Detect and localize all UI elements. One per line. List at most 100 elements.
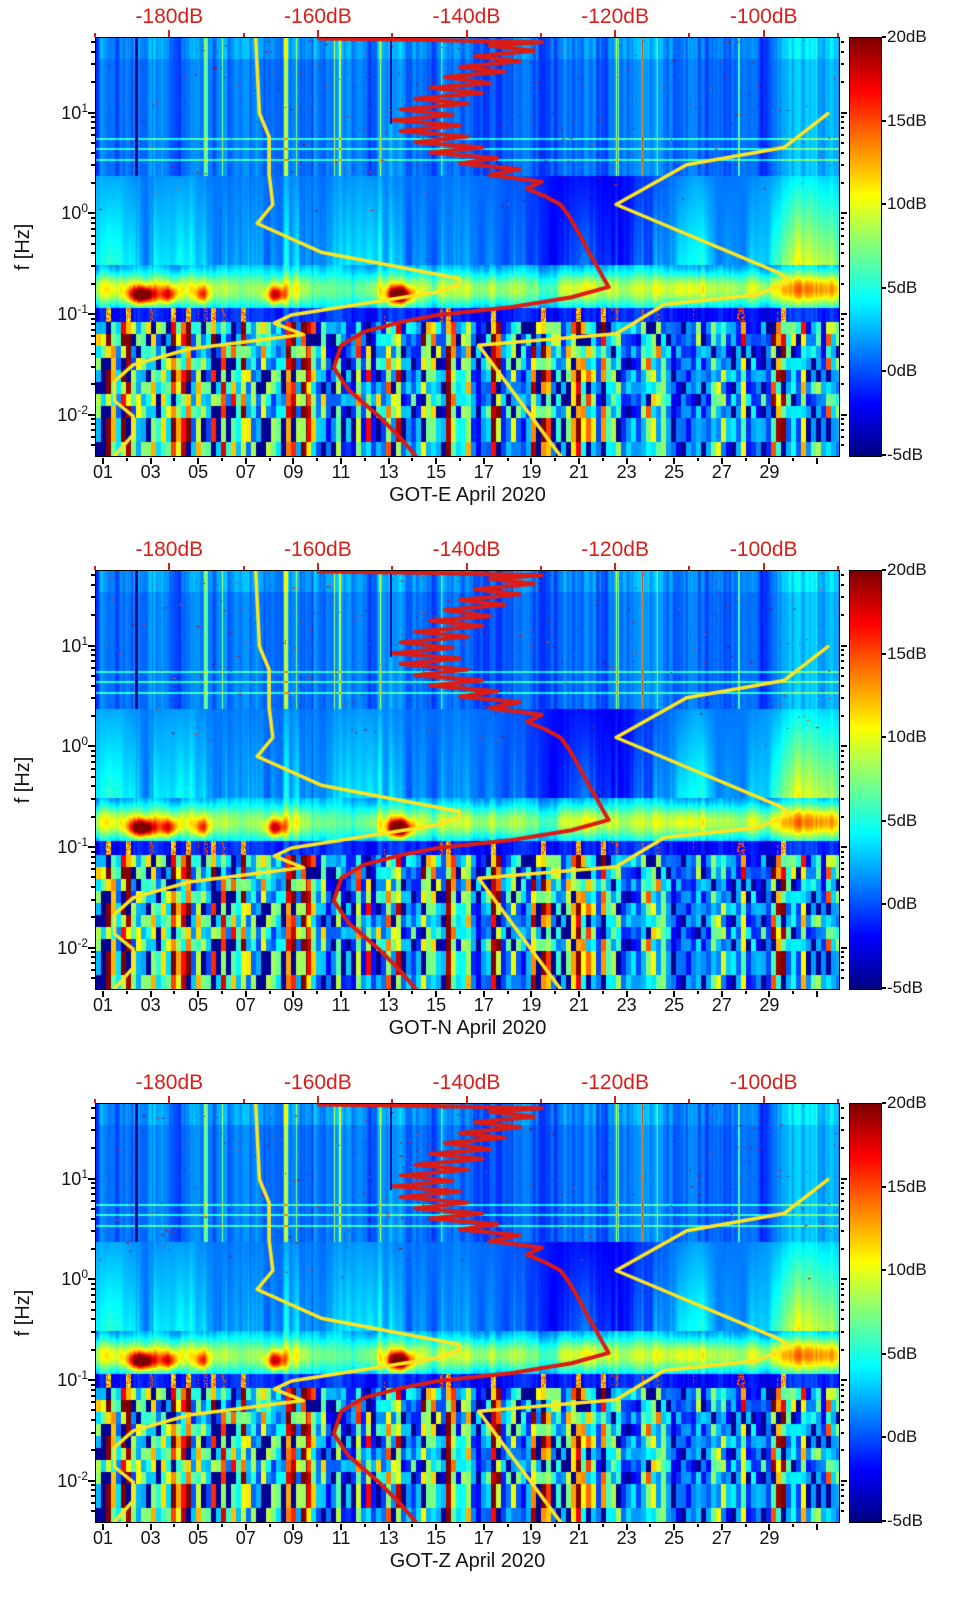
y-axis-tick-mark-right (841, 227, 844, 230)
x-axis-tick-mark (125, 1524, 128, 1527)
y-axis-tick-mark (91, 666, 95, 669)
x-axis-tick-label: 17 (473, 995, 494, 1015)
x-axis-tick-mark (459, 458, 461, 461)
x-axis-tick-mark (363, 458, 366, 461)
y-axis-tick-mark (91, 951, 95, 954)
x-axis-tick-mark (482, 991, 485, 997)
x-axis-tick-mark (768, 1524, 771, 1530)
y-axis-tick-mark (91, 216, 95, 219)
y-axis-tick-mark-right (841, 1419, 844, 1422)
x-axis-tick-mark (697, 991, 699, 994)
y-axis-tick-mark-right (841, 969, 844, 972)
y-axis-tick-mark-right (841, 1187, 844, 1190)
y-axis-tick-mark (91, 141, 95, 144)
y-axis-tick-label: 101 (61, 100, 88, 123)
x-axis-tick-label: 13 (378, 995, 399, 1015)
y-axis-tick-mark-right (841, 1495, 844, 1498)
y-axis-tick-mark-right (841, 684, 844, 687)
x-axis-tick-mark (149, 991, 152, 997)
y-axis-tick-mark (88, 745, 95, 748)
y-axis-tick-mark (91, 322, 95, 325)
x-axis-tick-mark (720, 991, 723, 997)
y-axis-tick-mark (91, 855, 95, 858)
top-axis-tick-label: -160dB (284, 5, 352, 28)
y-axis-tick-mark-right (841, 886, 844, 889)
x-axis-tick-mark (744, 1524, 747, 1527)
y-axis-label: f [Hz] (12, 756, 34, 804)
top-axis-tick-mark (242, 566, 245, 570)
colorbar-tick-label: 0dB (887, 1427, 918, 1447)
y-axis-tick-mark-right (841, 312, 847, 315)
x-axis-tick-label: 17 (473, 1528, 494, 1548)
y-axis-tick-mark-right (841, 322, 844, 325)
x-axis-tick-mark (316, 1524, 319, 1527)
y-axis-tick-mark-right (841, 63, 844, 66)
y-axis-tick-mark (91, 444, 95, 447)
x-axis-tick-label: 25 (664, 1528, 685, 1548)
colorbar-tick-label: 5dB (887, 277, 918, 297)
top-axis-tick-label: -140dB (432, 1071, 501, 1094)
y-axis-tick-mark (91, 127, 95, 130)
top-axis-tick-mark (465, 563, 468, 570)
y-axis-tick-mark (91, 868, 95, 871)
x-axis-tick-label: 23 (616, 1528, 637, 1548)
y-axis-tick-mark (91, 1116, 95, 1119)
y-axis-tick-mark-right (841, 444, 844, 447)
y-axis-tick-mark-right (841, 614, 844, 617)
x-axis-tick-mark (816, 458, 818, 464)
y-axis-label: f [Hz] (12, 1289, 34, 1337)
y-axis-tick-mark (91, 684, 95, 687)
x-axis-tick-mark (673, 991, 676, 997)
y-axis-tick-mark-right (841, 1282, 844, 1285)
x-axis-tick-label: 13 (378, 462, 399, 482)
x-axis-tick-label: 21 (568, 1528, 590, 1548)
colorbar-canvas (849, 1103, 882, 1523)
y-axis-tick-mark (88, 644, 95, 647)
top-axis-tick-mark (837, 1099, 839, 1103)
y-axis-tick-mark (91, 335, 95, 338)
x-axis-tick-label: 15 (426, 1528, 447, 1548)
y-axis-tick-mark (91, 1383, 95, 1386)
colorbar-tick-mark (882, 652, 886, 655)
y-axis-tick-mark-right (841, 876, 844, 879)
y-axis-tick-mark (91, 1187, 95, 1190)
y-axis-tick-mark-right (841, 282, 844, 285)
y-axis-tick-mark (91, 674, 95, 677)
x-axis-tick-mark (102, 458, 104, 464)
top-axis-tick-label: -180dB (135, 538, 204, 561)
y-axis-tick-mark (91, 1401, 95, 1404)
y-axis-tick-mark-right (841, 596, 844, 599)
top-axis-tick-mark (465, 30, 468, 37)
colorbar-tick-mark (882, 36, 886, 38)
y-axis-tick-mark (91, 81, 95, 84)
y-axis-tick-mark (91, 1282, 95, 1285)
y-axis-tick-mark (91, 164, 95, 167)
top-axis-tick-mark (465, 1096, 468, 1103)
x-axis-tick-mark (268, 1524, 271, 1527)
y-axis-tick-mark-right (841, 216, 844, 219)
y-axis-tick-mark-right (841, 1348, 844, 1351)
y-axis-tick-mark-right (841, 649, 844, 652)
top-axis-tick-label: -100dB (729, 1071, 798, 1094)
y-axis-tick-mark (91, 1300, 95, 1303)
y-axis-tick-mark-right (841, 697, 844, 700)
colorbar-tick-mark (882, 1436, 886, 1439)
y-axis-tick-mark (91, 1182, 95, 1185)
y-axis-tick-mark (91, 1318, 95, 1321)
top-axis-tick-mark (837, 33, 839, 37)
x-axis-tick-label: 19 (521, 462, 542, 482)
y-axis-tick-mark-right (841, 861, 844, 864)
y-axis-tick-mark-right (841, 916, 844, 919)
y-axis-tick-label: 10-2 (57, 402, 88, 425)
y-axis-tick-mark (91, 252, 95, 255)
colorbar-tick-mark (882, 987, 886, 989)
y-axis-tick-mark (91, 1489, 95, 1492)
y-axis-tick-mark-right (841, 962, 844, 965)
y-axis-tick-mark-right (841, 1217, 844, 1220)
x-axis-tick-mark (625, 1524, 628, 1530)
y-axis-tick-mark (88, 845, 95, 848)
top-axis-tick-mark (539, 566, 542, 570)
x-axis-tick-mark (363, 991, 366, 994)
y-axis-tick-mark (91, 876, 95, 879)
x-axis-tick-mark (482, 1524, 485, 1530)
